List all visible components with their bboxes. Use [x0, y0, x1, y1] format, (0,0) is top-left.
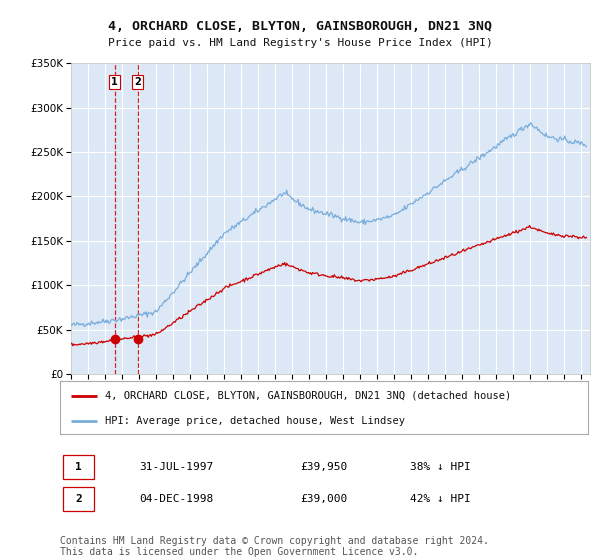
Text: HPI: Average price, detached house, West Lindsey: HPI: Average price, detached house, West…: [105, 416, 405, 426]
Text: 04-DEC-1998: 04-DEC-1998: [139, 494, 213, 504]
Text: 2: 2: [75, 494, 82, 504]
Text: Price paid vs. HM Land Registry's House Price Index (HPI): Price paid vs. HM Land Registry's House …: [107, 38, 493, 48]
Text: 4, ORCHARD CLOSE, BLYTON, GAINSBOROUGH, DN21 3NQ (detached house): 4, ORCHARD CLOSE, BLYTON, GAINSBOROUGH, …: [105, 391, 511, 401]
FancyBboxPatch shape: [62, 455, 94, 479]
Text: 38% ↓ HPI: 38% ↓ HPI: [410, 462, 470, 472]
Text: Contains HM Land Registry data © Crown copyright and database right 2024.
This d: Contains HM Land Registry data © Crown c…: [60, 535, 489, 557]
FancyBboxPatch shape: [62, 487, 94, 511]
Text: 31-JUL-1997: 31-JUL-1997: [139, 462, 213, 472]
Text: 42% ↓ HPI: 42% ↓ HPI: [410, 494, 470, 504]
Text: 1: 1: [112, 77, 118, 87]
Text: £39,950: £39,950: [301, 462, 347, 472]
Text: £39,000: £39,000: [301, 494, 347, 504]
Text: 2: 2: [134, 77, 141, 87]
Text: 1: 1: [75, 462, 82, 472]
Text: 4, ORCHARD CLOSE, BLYTON, GAINSBOROUGH, DN21 3NQ: 4, ORCHARD CLOSE, BLYTON, GAINSBOROUGH, …: [108, 20, 492, 32]
